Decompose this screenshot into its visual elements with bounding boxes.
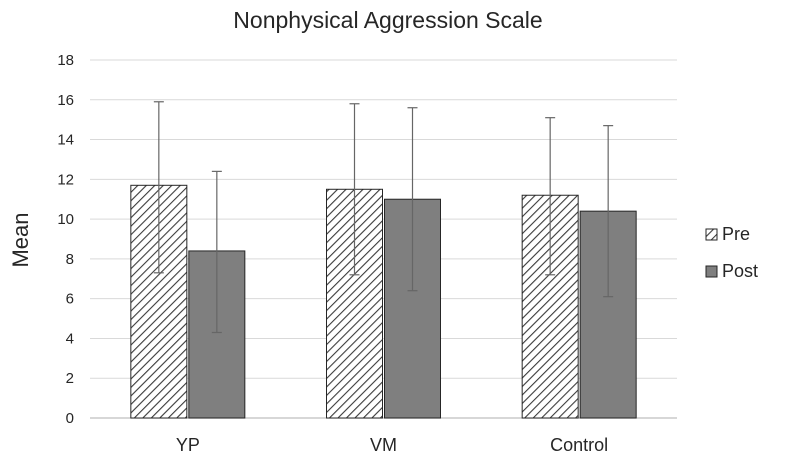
x-tick-label-control: Control xyxy=(550,435,608,455)
error-bar-pre-yp xyxy=(153,101,164,274)
bars xyxy=(130,184,637,419)
y-tick-label-18: 18 xyxy=(57,52,74,69)
y-axis-ticks: 0 2 4 6 8 10 12 14 16 18 xyxy=(57,52,74,427)
y-tick-label-4: 4 xyxy=(66,330,74,347)
y-tick-label-8: 8 xyxy=(66,251,74,268)
y-tick-label-12: 12 xyxy=(57,171,74,188)
gridlines xyxy=(90,59,677,419)
x-axis-labels: YP VM Control xyxy=(176,435,608,455)
y-tick-label-14: 14 xyxy=(57,132,74,149)
error-bars xyxy=(153,101,614,334)
x-tick-label-vm: VM xyxy=(370,435,397,455)
y-tick-label-16: 16 xyxy=(57,92,74,109)
x-tick-label-yp: YP xyxy=(176,435,200,455)
legend-pre-swatch xyxy=(705,228,718,241)
y-axis-title: Mean xyxy=(8,212,33,267)
error-bar-pre-vm xyxy=(349,103,360,276)
y-tick-label-10: 10 xyxy=(57,211,74,228)
legend-post-swatch xyxy=(705,265,718,278)
error-bar-post-yp xyxy=(211,170,222,334)
legend-pre-label: Pre xyxy=(722,224,750,244)
y-tick-label-2: 2 xyxy=(66,370,74,387)
y-tick-label-6: 6 xyxy=(66,291,74,308)
legend-post-label: Post xyxy=(722,261,758,281)
error-bar-pre-control xyxy=(545,117,556,276)
legend: Pre Post xyxy=(705,224,758,281)
chart-title: Nonphysical Aggression Scale xyxy=(233,7,542,33)
y-tick-label-0: 0 xyxy=(66,410,74,427)
error-bar-post-control xyxy=(603,125,614,298)
error-bar-post-vm xyxy=(407,107,418,292)
